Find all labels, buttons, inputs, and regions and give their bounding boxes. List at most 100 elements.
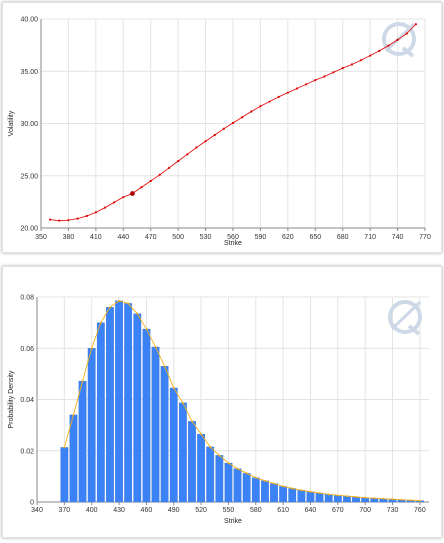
y-tick-label: 35.00: [20, 69, 38, 76]
y-tick-label: 40.00: [20, 17, 38, 24]
density-point: [81, 380, 84, 383]
volatility-point: [122, 196, 125, 199]
density-point: [190, 420, 193, 423]
density-bar: [124, 303, 133, 503]
x-tick-label: 520: [195, 507, 207, 514]
density-point: [300, 489, 303, 492]
volatility-point: [58, 219, 61, 222]
volatility-point: [414, 23, 417, 26]
x-tick-label: 440: [117, 234, 129, 241]
volatility-point: [387, 44, 390, 47]
density-point: [418, 499, 421, 502]
watermark-tail: [401, 46, 415, 58]
density-bar: [242, 473, 251, 503]
density-curve: [63, 300, 420, 502]
volatility-point: [305, 83, 308, 86]
density-point: [355, 495, 358, 498]
density-point: [209, 445, 212, 448]
density-chart-panel: 340 370 400 430 460 490 520 550 580 610 640 670 700 7…: [2, 266, 442, 538]
volatility-point: [94, 211, 97, 214]
y-tick-label: 0.04: [20, 397, 34, 404]
y-axis-title: Volatility: [8, 110, 15, 136]
density-bar: [270, 483, 278, 503]
logo-watermark-icon: [382, 22, 416, 58]
density-bar: [178, 402, 187, 503]
x-tick-label: 380: [63, 234, 75, 241]
y-tick-label: 25.00: [20, 173, 38, 180]
volatility-point: [186, 153, 189, 156]
density-bar: [96, 322, 105, 503]
x-tick-label: 580: [250, 507, 262, 514]
x-tick-label: 470: [145, 234, 157, 241]
x-tick-label: 430: [113, 507, 125, 514]
x-tick-label: 490: [168, 507, 180, 514]
x-axis-title: Strike: [224, 240, 242, 247]
volatility-point: [140, 186, 143, 189]
density-bar: [169, 387, 178, 503]
density-point: [127, 302, 130, 305]
density-bar: [315, 492, 324, 503]
volatility-point: [378, 49, 381, 52]
volatility-point: [396, 38, 399, 42]
selected-point: [130, 191, 135, 196]
density-point: [336, 494, 339, 497]
volatility-point: [268, 100, 271, 103]
density-point: [373, 497, 376, 500]
density-bar: [69, 414, 78, 503]
volatility-point: [350, 63, 353, 66]
density-point: [154, 345, 157, 348]
y-tick-label: 20.00: [20, 226, 38, 233]
x-tick-label: 610: [277, 507, 289, 514]
x-tick-label: 400: [86, 507, 98, 514]
x-tick-label: 650: [309, 234, 321, 241]
x-tick-label: 620: [282, 234, 294, 241]
density-bar: [279, 486, 288, 503]
x-tick-label: 670: [332, 507, 344, 514]
x-tick-label: 740: [392, 234, 404, 241]
volatility-point: [49, 218, 52, 221]
volatility-point: [177, 160, 180, 163]
density-bar: [115, 300, 123, 503]
x-tick-label: 460: [141, 507, 153, 514]
density-point: [409, 499, 412, 502]
density-bar: [87, 348, 96, 503]
x-tick-label: 730: [387, 507, 399, 514]
x-tick-label: 770: [419, 234, 431, 241]
density-point: [118, 299, 121, 302]
density-point: [163, 365, 166, 368]
density-point: [172, 386, 175, 389]
density-point: [108, 306, 111, 309]
density-point: [218, 454, 221, 457]
volatility-point: [250, 110, 253, 113]
x-tick-label: 680: [337, 234, 349, 241]
volatility-point: [259, 105, 262, 108]
density-bar: [288, 488, 297, 503]
logo-watermark-icon: [388, 300, 422, 336]
density-point: [236, 467, 239, 470]
density-bar: [224, 462, 233, 503]
density-point: [90, 347, 93, 350]
volatility-point: [222, 127, 225, 130]
x-tick-label: 760: [414, 507, 426, 514]
volatility-point: [195, 146, 198, 149]
watermark-ring: [382, 22, 416, 56]
density-point: [364, 496, 367, 499]
density-bar: [160, 366, 169, 503]
density-point: [291, 487, 294, 490]
volatility-point: [286, 91, 289, 94]
volatility-point: [295, 87, 299, 90]
volatility-chart-panel: 350 380 410 440 470 500 530 560 590 620 650 680 710 7…: [2, 2, 442, 253]
x-tick-label: 500: [172, 234, 184, 241]
density-point: [263, 479, 266, 482]
volatility-point: [323, 75, 326, 78]
x-tick-label: 410: [90, 234, 102, 241]
y-tick-label: 0.06: [20, 346, 34, 353]
y-tick-label: 0.02: [20, 448, 34, 455]
volatility-point: [369, 54, 372, 57]
watermark-slash: [390, 300, 422, 331]
volatility-point: [113, 201, 116, 204]
volatility-point: [76, 217, 79, 220]
y-tick-label: 30.00: [20, 121, 38, 128]
density-bar: [297, 490, 306, 503]
x-tick-label: 550: [223, 507, 235, 514]
